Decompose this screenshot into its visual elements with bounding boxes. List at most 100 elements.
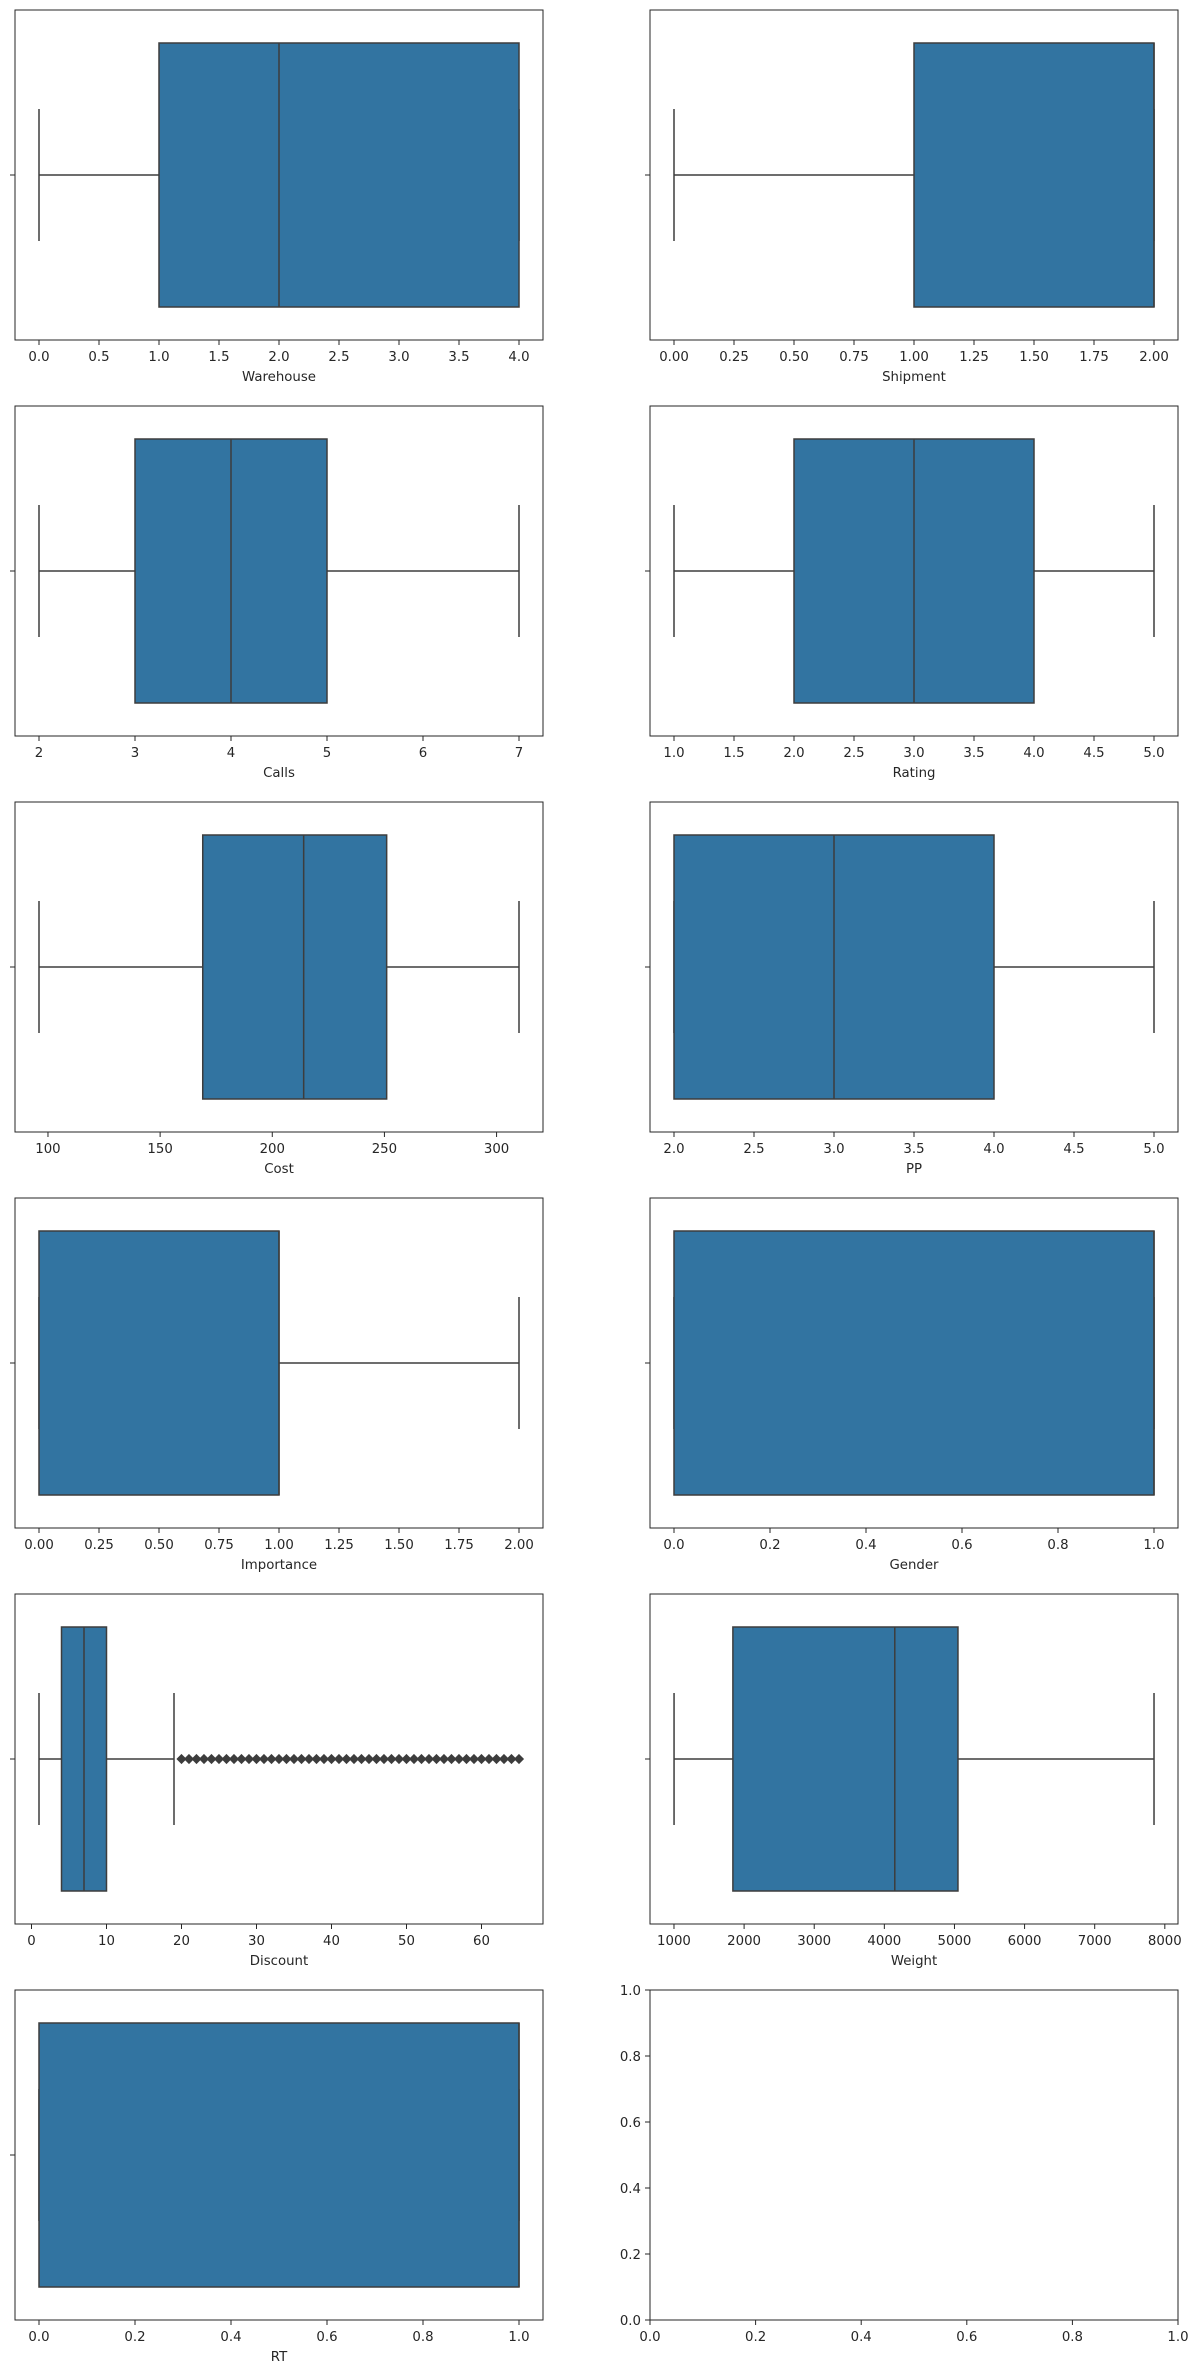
outlier-point: [461, 1753, 472, 1765]
x-tick-label: 1.0: [148, 350, 169, 365]
iqr-box: [673, 1230, 1155, 1496]
outlier-point: [266, 1753, 277, 1765]
x-tick-label: 0.6: [956, 2330, 977, 2345]
subplot-shipment: 0.00 0.25 0.50 0.75 1.00 1.25 1.50 1.75 2.00 Ship…: [645, 9, 1179, 385]
x-tick-label: 1.5: [723, 746, 744, 761]
outlier-point: [416, 1753, 427, 1765]
iqr-box: [201, 834, 388, 1100]
x-tick-label: 100: [35, 1142, 60, 1157]
x-tick-label: 0.2: [759, 1538, 780, 1553]
outlier-point: [333, 1753, 345, 1765]
x-tick-label: 4000: [867, 1934, 901, 1949]
x-tick-label: 2.0: [268, 350, 289, 365]
outlier-point: [506, 1753, 517, 1765]
y-tick-label: 0.0: [620, 2314, 641, 2329]
x-axis-label: Weight: [891, 1954, 937, 1969]
x-tick-label: 300: [484, 1142, 509, 1157]
x-axis-label: Discount: [250, 1954, 308, 1969]
outlier-point: [483, 1753, 495, 1765]
subplot-warehouse: 0.0 0.5 1.0 1.5 2.0 2.5 3.0 3.5 4.0 Warehouse: [10, 9, 544, 385]
outlier-point: [401, 1753, 412, 1765]
axes-frame: [14, 9, 544, 341]
x-tick-label: 0.50: [144, 1538, 174, 1553]
y-tick-label: 0.2: [620, 2248, 641, 2263]
x-tick-label: 1.00: [264, 1538, 294, 1553]
x-axis-label: Calls: [263, 766, 295, 781]
outlier-point: [468, 1753, 480, 1765]
x-tick-label: 2.5: [743, 1142, 764, 1157]
x-tick-label: 0.2: [124, 2330, 145, 2345]
outlier-point: [236, 1753, 247, 1765]
outlier-point: [303, 1753, 315, 1765]
x-tick-label: 3.0: [903, 746, 924, 761]
x-tick-label: 2.00: [504, 1538, 534, 1553]
x-tick-label: 1.50: [1019, 350, 1049, 365]
x-tick-label: 3.0: [823, 1142, 844, 1157]
x-tick-label: 1.75: [444, 1538, 474, 1553]
x-tick-label: 1.25: [959, 350, 989, 365]
outlier-point: [363, 1753, 375, 1765]
x-tick-label: 4.0: [508, 350, 529, 365]
x-tick-label: 150: [147, 1142, 172, 1157]
x-tick-label: 5: [323, 746, 331, 761]
x-tick-label: 0.00: [659, 350, 689, 365]
outlier-point: [273, 1753, 285, 1765]
x-axis-label: Rating: [893, 766, 936, 781]
x-axis-label: Importance: [241, 1558, 317, 1573]
x-tick-label: 0.25: [719, 350, 749, 365]
outlier-point: [318, 1753, 330, 1765]
axes-frame: [649, 1989, 1179, 2321]
iqr-box: [38, 2022, 520, 2288]
x-tick-label: 0.25: [84, 1538, 114, 1553]
axes-frame: [649, 801, 1179, 1133]
x-tick-label: 0.75: [204, 1538, 234, 1553]
x-tick-label: 1.0: [1167, 2330, 1188, 2345]
axes-frame: [649, 1593, 1179, 1925]
x-tick-label: 2.0: [783, 746, 804, 761]
y-tick-label: 0.6: [620, 2116, 641, 2131]
x-tick-label: 4.5: [1063, 1142, 1084, 1157]
x-tick-label: 8000: [1148, 1934, 1182, 1949]
x-tick-label: 3: [131, 746, 139, 761]
x-tick-label: 7000: [1078, 1934, 1112, 1949]
y-tick-label: 0.4: [620, 2182, 641, 2197]
outlier-point: [476, 1753, 487, 1765]
outlier-point: [348, 1753, 360, 1765]
y-tick-label: 1.0: [620, 1984, 641, 1999]
iqr-box: [158, 42, 520, 308]
x-tick-label: 6: [419, 746, 427, 761]
axes-frame: [649, 9, 1179, 341]
subplot-rating: 1.0 1.5 2.0 2.5 3.0 3.5 4.0 4.5 5.0 Rating: [645, 405, 1179, 781]
x-tick-label: 3.5: [963, 746, 984, 761]
subplot-pp: 2.0 2.5 3.0 3.5 4.0 4.5 5.0 PP: [645, 801, 1179, 1177]
x-tick-label: 5.0: [1143, 1142, 1164, 1157]
outlier-point: [386, 1753, 397, 1765]
outlier-point: [183, 1753, 195, 1765]
iqr-box: [732, 1626, 959, 1892]
x-tick-label: 0.0: [639, 2330, 660, 2345]
x-tick-label: 1.0: [663, 746, 684, 761]
outlier-point: [206, 1753, 217, 1765]
x-tick-label: 0.8: [1047, 1538, 1068, 1553]
x-axis-label: Warehouse: [242, 370, 316, 385]
x-tick-label: 4.0: [1023, 746, 1044, 761]
x-tick-label: 1.50: [384, 1538, 414, 1553]
outlier-point: [296, 1753, 307, 1765]
outlier-point: [281, 1753, 292, 1765]
axes-frame: [649, 405, 1179, 737]
x-tick-label: 0.6: [951, 1538, 972, 1553]
x-tick-label: 6000: [1008, 1934, 1042, 1949]
x-tick-label: 7: [515, 746, 523, 761]
x-tick-label: 60: [473, 1934, 490, 1949]
outlier-point: [491, 1753, 502, 1765]
x-tick-label: 0.4: [220, 2330, 241, 2345]
outlier-point: [498, 1753, 510, 1765]
outlier-point: [341, 1753, 352, 1765]
x-tick-label: 1000: [657, 1934, 691, 1949]
outlier-point: [311, 1753, 322, 1765]
outlier-point: [408, 1753, 420, 1765]
x-tick-label: 0.00: [24, 1538, 54, 1553]
outlier-point: [446, 1753, 457, 1765]
x-tick-label: 50: [398, 1934, 415, 1949]
